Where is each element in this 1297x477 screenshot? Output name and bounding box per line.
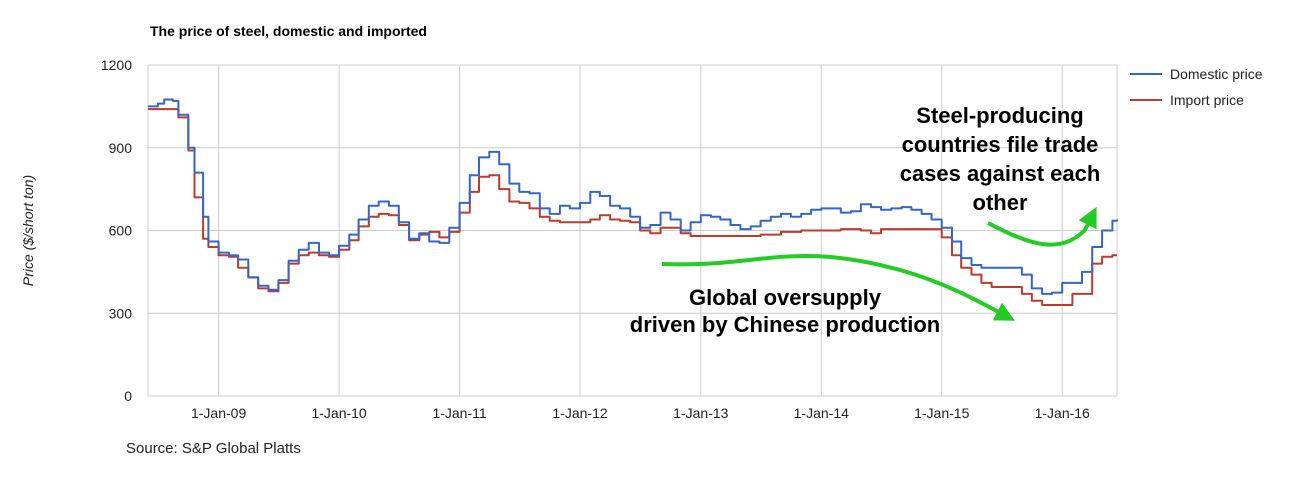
x-tick-label: 1-Jan-11 [432, 405, 486, 421]
x-tick-label: 1-Jan-14 [794, 405, 849, 421]
x-tick-label: 1-Jan-10 [311, 405, 366, 421]
x-tick-label: 1-Jan-15 [914, 405, 969, 421]
axis-layer: 0 300 600 900 1200 1-Jan-09 1-Jan-10 1-Jan-11 1-… [20, 57, 1090, 421]
x-tick-label: 1-Jan-09 [191, 405, 246, 421]
x-tick-label: 1-Jan-12 [552, 405, 607, 421]
rising-arrow [987, 206, 1097, 247]
annotation-layer: Steel-producing countries file trade cases… [630, 103, 1101, 337]
y-tick-label: 600 [109, 223, 133, 239]
oversupply-arrow [661, 253, 1016, 321]
y-tick-label: 0 [124, 388, 132, 404]
y-axis-label: Price ($/short ton) [20, 175, 36, 286]
source-note: Source: S&P Global Platts [126, 440, 301, 457]
oversupply-annotation-line: driven by Chinese production [630, 312, 940, 337]
chart-title: The price of steel, domestic and importe… [150, 23, 427, 39]
legend-label-domestic: Domestic price [1170, 66, 1263, 82]
legend: Domestic price Import price [1130, 66, 1263, 108]
import-price-line [148, 108, 1117, 306]
x-tick-label: 1-Jan-13 [673, 405, 728, 421]
y-tick-label: 1200 [101, 57, 132, 73]
oversupply-annotation-line: Global oversupply [689, 285, 882, 310]
x-tick-label: 1-Jan-16 [1035, 405, 1090, 421]
series-layer [148, 98, 1118, 306]
grid-layer [147, 64, 1118, 397]
y-tick-label: 300 [109, 305, 133, 321]
trade-cases-annotation-line: countries file trade [902, 132, 1099, 157]
trade-cases-annotation-line: Steel-producing [916, 103, 1083, 128]
legend-label-import: Import price [1170, 92, 1244, 108]
y-tick-label: 900 [109, 140, 133, 156]
domestic-price-line [148, 98, 1118, 295]
trade-cases-annotation-line: other [973, 190, 1028, 215]
trade-cases-annotation-line: cases against each [900, 161, 1101, 186]
